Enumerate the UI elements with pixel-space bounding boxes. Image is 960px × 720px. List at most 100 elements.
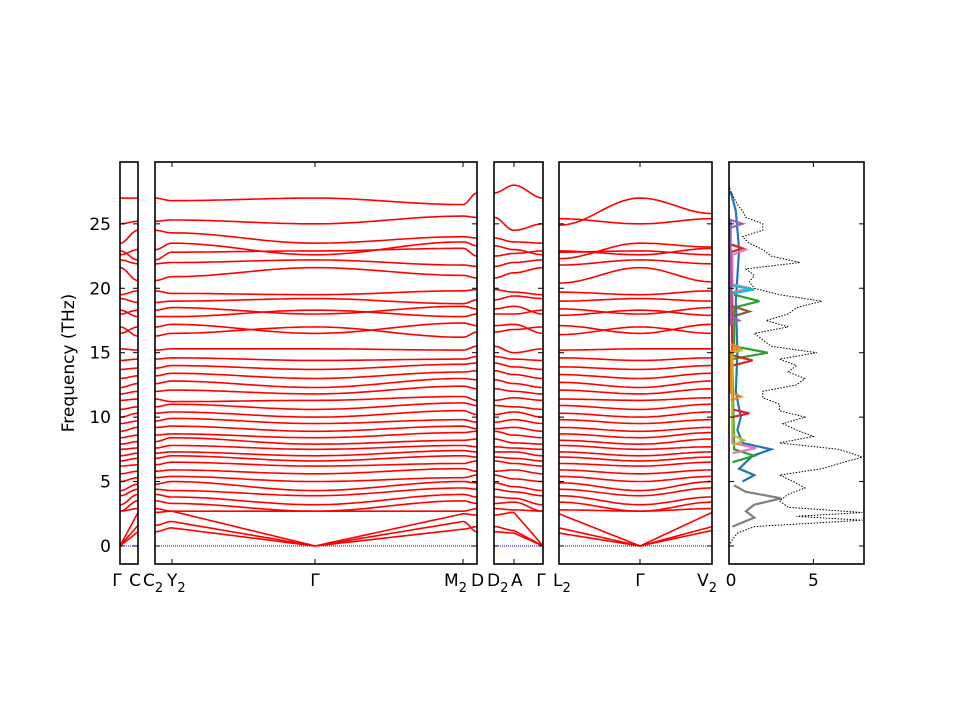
phonon-band [558,511,713,547]
phonon-band [155,229,477,245]
phonon-band [559,431,712,439]
projected-dos-line [732,284,755,295]
phonon-band [494,345,544,354]
phonon-band [558,380,713,389]
y-axis-label: Frequency (THz) [59,294,79,433]
phonon-band [558,494,712,506]
phonon-band [120,290,139,296]
phonon-band [494,460,543,467]
phonon-band [155,436,477,446]
phonon-band [558,266,713,284]
phonon-band [120,309,138,318]
phonon-band [559,247,713,256]
phonon-band [558,326,713,336]
phonon-band [559,411,712,418]
phonon-band [119,250,138,261]
phonon-band [155,247,478,261]
phonon-band [154,288,477,296]
phonon-band [120,382,138,389]
high-symmetry-point-label: D2 [487,571,508,596]
phonon-band [558,242,712,260]
phonon-band [119,531,139,547]
phonon-band [155,345,477,351]
phonon-band [119,512,139,547]
projected-dos-line [731,293,769,464]
phonon-band [154,430,477,439]
phonon-band [155,480,477,492]
phonon-band [155,355,477,362]
phonon-band [559,403,713,411]
phonon-band [558,357,713,362]
phonon-band [155,425,477,433]
phonon-band [120,398,138,402]
phonon-band [559,487,712,497]
high-symmetry-point-label: C [129,571,141,591]
phonon-band [494,426,543,433]
phonon-band [559,426,712,433]
phonon-band [120,358,138,362]
phonon-band [120,412,138,418]
phonon-band [155,377,478,389]
phonon-band [120,476,138,483]
phonon-band [559,501,712,513]
phonon-band [494,488,543,497]
phonon-band [120,297,138,304]
phonon-band [155,385,477,395]
phonon-band [494,326,543,333]
dos-plot [728,185,865,547]
phonon-band [155,460,477,467]
phonon-band [493,216,544,232]
high-symmetry-point-label: C2 [143,571,163,596]
phonon-band [155,444,478,451]
phonon-band [119,326,139,335]
phonon-band [559,388,712,395]
y-tick-label: 5 [100,473,111,493]
phonon-band [494,323,544,335]
phonon-band [120,309,138,315]
y-tick-label: 25 [89,215,111,235]
phonon-band [155,241,478,256]
phonon-band [119,500,138,512]
phonon-band [493,397,544,402]
phonon-band [559,456,712,462]
phonon-band [120,470,138,475]
phonon-band [494,531,544,547]
projected-dos-line [729,191,776,483]
panel-frame [558,161,713,565]
phonon-band [120,348,138,351]
y-tick-label: 15 [89,344,111,364]
phonon-band [494,388,543,395]
phonon-band [155,322,477,335]
phonon-band [558,469,713,475]
phonon-band [120,406,138,411]
phonon-band [559,461,712,467]
high-symmetry-point-label: Γ [635,571,645,591]
phonon-band [120,452,138,457]
high-symmetry-point-label: Γ [536,571,546,591]
phonon-band [494,404,543,411]
phonon-band [494,411,543,418]
phonon-band [493,525,544,547]
phonon-band [155,369,477,380]
phonon-band [494,379,543,389]
phonon-band [559,418,712,425]
phonon-band [120,440,138,445]
phonon-band [155,305,477,315]
projected-dos-line [731,484,782,528]
phonon-band [155,215,477,225]
dos-x-tick-label: 0 [726,571,737,591]
phonon-band [155,395,478,403]
phonon-band [155,259,477,268]
phonon-band [155,309,478,318]
phonon-band [154,362,477,371]
phonon-band [558,290,713,296]
panel-frame [154,161,478,565]
phonon-band [559,348,712,351]
high-symmetry-point-label: V2 [697,571,717,596]
phonon-band [119,483,139,492]
phonon-band [494,511,544,547]
phonon-band [558,197,713,226]
phonon-band [558,259,712,266]
high-symmetry-point-label: L2 [553,571,571,596]
